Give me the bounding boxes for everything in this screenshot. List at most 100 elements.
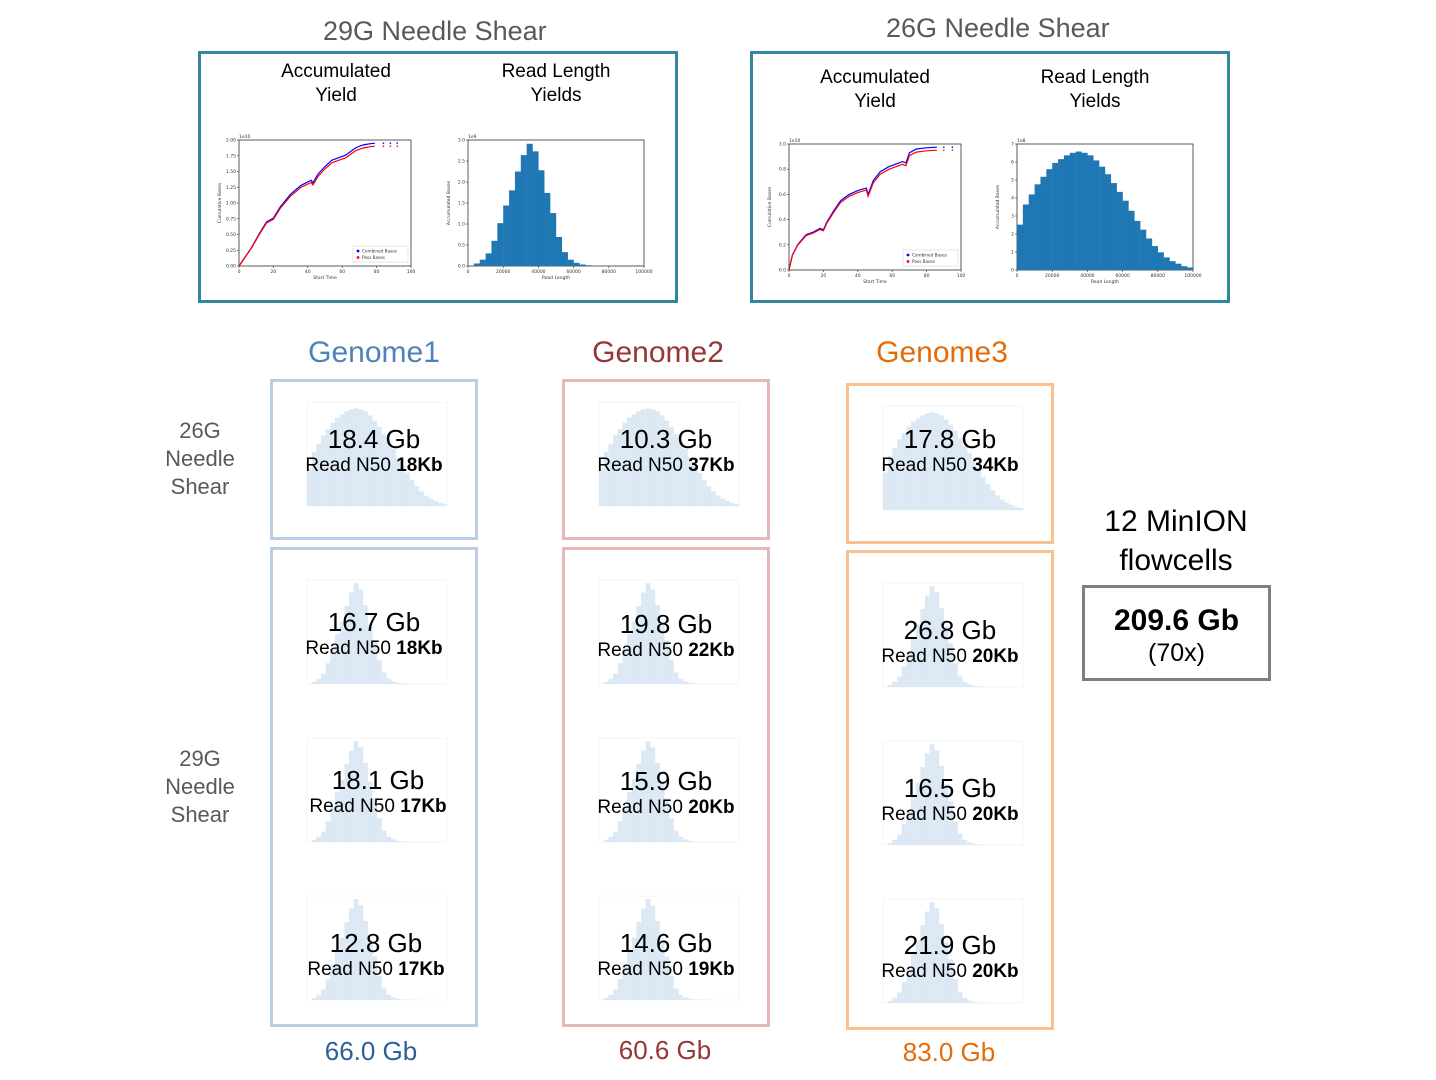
ghost-bar bbox=[725, 500, 730, 506]
combined-bases-dot bbox=[389, 142, 392, 144]
combined-bases-dot bbox=[951, 146, 954, 148]
ghost-bar bbox=[395, 457, 401, 506]
ghost-bar bbox=[437, 502, 443, 506]
y-tick-label: 1.50 bbox=[226, 169, 236, 175]
ghost-bar bbox=[339, 621, 345, 684]
n50-prefix: Read N50 bbox=[597, 797, 689, 818]
histogram-bar bbox=[1058, 159, 1065, 270]
ghost-bar bbox=[353, 899, 359, 1000]
summary-box: 209.6 Gb (70x) bbox=[1082, 585, 1271, 681]
x-tick-label: 100 bbox=[407, 269, 416, 275]
x-tick-label: 100000 bbox=[1184, 273, 1201, 279]
ghost-bar bbox=[948, 801, 954, 845]
ghost-bar bbox=[915, 624, 921, 687]
ghost-bar bbox=[673, 988, 679, 1000]
ghost-bar bbox=[367, 415, 373, 506]
ghost-bar bbox=[915, 418, 921, 510]
x-tick-label: 40 bbox=[855, 273, 861, 279]
ghost-bar bbox=[316, 443, 322, 506]
ghost-bar bbox=[377, 818, 382, 842]
ghost-bar bbox=[929, 412, 935, 510]
yield-cell: 18.4 Gb Read N50 18Kb bbox=[273, 424, 475, 478]
ghost-bar bbox=[887, 1000, 893, 1003]
legend-box bbox=[352, 245, 409, 263]
n50-prefix: Read N50 bbox=[881, 646, 973, 667]
ghost-bar bbox=[953, 979, 958, 1003]
n50-prefix: Read N50 bbox=[305, 638, 397, 659]
ghost-bar bbox=[892, 839, 898, 845]
y-tick-label: 1.0 bbox=[458, 222, 465, 228]
ghost-bar bbox=[358, 905, 364, 1000]
ghost-bar bbox=[683, 839, 688, 842]
ghost-bar bbox=[405, 472, 410, 506]
ghost-bar bbox=[627, 950, 632, 1000]
histogram-bar bbox=[1028, 194, 1035, 270]
y-tick-label: 0.00 bbox=[226, 264, 236, 270]
histogram-bar bbox=[1181, 266, 1188, 270]
ghost-bar bbox=[311, 839, 317, 842]
ghost-bar bbox=[692, 841, 698, 842]
exponent-label: 1e9 bbox=[468, 134, 477, 140]
ghost-bar bbox=[414, 486, 420, 506]
legend-marker-combined bbox=[906, 253, 910, 257]
ghost-bar bbox=[990, 490, 996, 510]
ghost-bar bbox=[645, 408, 651, 506]
ghost-bar bbox=[887, 684, 893, 687]
ghost-bar bbox=[943, 784, 949, 845]
yield-value: 18.1 Gb bbox=[331, 765, 425, 795]
ghost-bar bbox=[372, 420, 378, 506]
yield-cell: 19.8 Gb Read N50 22Kb bbox=[565, 609, 767, 663]
ghost-bar bbox=[664, 420, 670, 506]
ghost-bar bbox=[358, 747, 364, 842]
ghost-bar bbox=[892, 447, 898, 510]
y-tick-label: 0.50 bbox=[226, 232, 236, 238]
ghost-bar bbox=[901, 666, 907, 687]
n50-value: 20Kb bbox=[972, 646, 1019, 667]
pass-bases-dot bbox=[396, 145, 399, 148]
ghost-bar bbox=[678, 994, 684, 1000]
ghost-bar bbox=[622, 964, 628, 1000]
ghost-bar bbox=[321, 831, 326, 842]
histogram-bar bbox=[1069, 152, 1076, 270]
ghost-bar bbox=[911, 795, 916, 845]
ghost-bar bbox=[377, 976, 382, 1000]
ghost-bar bbox=[641, 750, 646, 842]
ghost-bar bbox=[395, 682, 401, 684]
ghost-bar bbox=[673, 434, 679, 506]
yield-cell: 15.9 Gb Read N50 20Kb bbox=[565, 766, 767, 820]
ghost-bar bbox=[892, 997, 898, 1003]
histogram-bar bbox=[1187, 267, 1194, 270]
ghost-bar bbox=[311, 681, 317, 684]
x-tick-label: 60 bbox=[339, 269, 345, 275]
ghost-bar bbox=[650, 589, 656, 684]
ghost-bar bbox=[613, 831, 618, 842]
ghost-bar bbox=[967, 842, 972, 845]
x-tick-label: 60000 bbox=[1115, 273, 1129, 279]
ghost-bar bbox=[985, 484, 991, 510]
pass-bases-line bbox=[238, 145, 375, 267]
ghost-bar bbox=[372, 640, 378, 684]
ghost-bar bbox=[603, 681, 609, 684]
ghost-bar bbox=[339, 779, 345, 842]
ghost-bar bbox=[381, 988, 387, 1000]
ghost-bar bbox=[386, 836, 392, 842]
genome-title-3: Genome3 bbox=[876, 336, 1008, 369]
genome2-26g-box: 10.3 Gb Read N50 37Kb bbox=[562, 379, 770, 540]
panel-29g: Accumulated Yield Read Length Yields 0.0… bbox=[198, 51, 678, 303]
ghost-bar bbox=[687, 840, 693, 842]
summary-total: 209.6 Gb bbox=[1113, 604, 1240, 637]
panel-title-26g: 26G Needle Shear bbox=[886, 13, 1110, 43]
ghost-bar bbox=[957, 833, 963, 845]
n50-value: 18Kb bbox=[396, 638, 443, 659]
histogram-bar bbox=[1075, 151, 1082, 270]
yield-cell: 21.9 Gb Read N50 20Kb bbox=[849, 930, 1051, 984]
ghost-bar bbox=[655, 604, 660, 684]
y-tick-label: 4 bbox=[1011, 196, 1014, 202]
y-tick-label: 0.6 bbox=[779, 192, 786, 198]
ghost-bar bbox=[603, 451, 609, 506]
ghost-bar bbox=[381, 434, 387, 506]
ghost-bar bbox=[636, 922, 642, 1000]
ghost-bar bbox=[906, 967, 912, 1003]
ghost-bar bbox=[608, 678, 614, 684]
histogram-bar bbox=[1163, 257, 1170, 270]
